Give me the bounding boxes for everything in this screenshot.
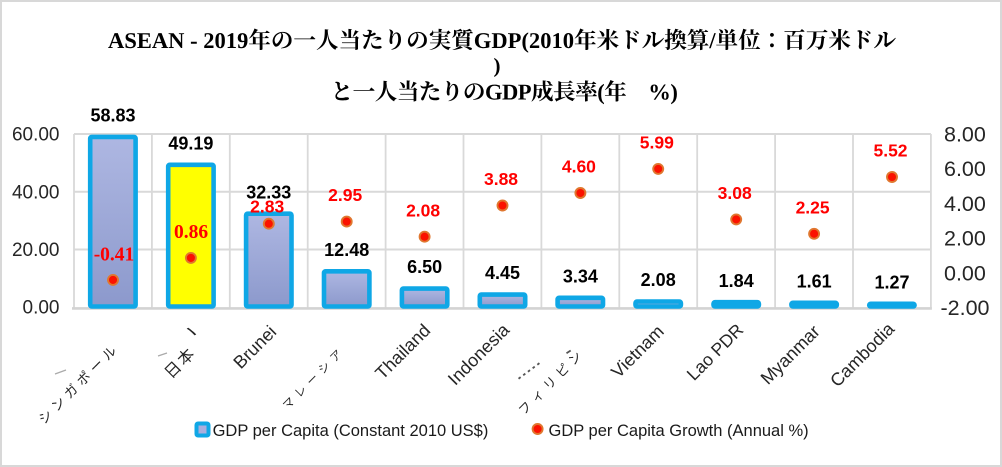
svg-text:4.45: 4.45: [485, 263, 520, 283]
svg-text:2.00: 2.00: [944, 227, 986, 251]
svg-text:4.00: 4.00: [944, 192, 986, 216]
svg-text:4.60: 4.60: [562, 157, 596, 177]
svg-text:6.50: 6.50: [407, 257, 442, 277]
svg-text:0.00: 0.00: [23, 298, 60, 319]
svg-text:2.25: 2.25: [796, 197, 830, 217]
svg-text:60.00: 60.00: [12, 125, 60, 146]
svg-text:5.99: 5.99: [640, 133, 674, 153]
svg-text:8.00: 8.00: [944, 123, 986, 147]
svg-text:-0.41: -0.41: [94, 245, 135, 266]
svg-text:1.61: 1.61: [797, 271, 832, 291]
svg-text:3.88: 3.88: [484, 169, 518, 189]
svg-text:2.08: 2.08: [406, 200, 440, 220]
svg-text:-2.00: -2.00: [941, 296, 990, 320]
svg-text:1.84: 1.84: [719, 271, 754, 291]
svg-text:3.08: 3.08: [718, 183, 752, 203]
svg-text:5.52: 5.52: [873, 141, 907, 161]
svg-text:3.34: 3.34: [563, 266, 598, 286]
svg-text:32.33: 32.33: [246, 182, 291, 202]
svg-text:58.83: 58.83: [90, 106, 135, 126]
svg-text:12.48: 12.48: [324, 240, 369, 260]
svg-text:6.00: 6.00: [944, 157, 986, 181]
svg-text:20.00: 20.00: [12, 240, 60, 261]
svg-text:2.83: 2.83: [250, 197, 284, 217]
svg-text:GDP per Capita Growth (Annual: GDP per Capita Growth (Annual %): [549, 422, 809, 440]
svg-text:0.86: 0.86: [174, 222, 208, 243]
svg-text:2.08: 2.08: [641, 270, 676, 290]
svg-text:1.27: 1.27: [874, 272, 909, 292]
svg-text:GDP per Capita (Constant 2010: GDP per Capita (Constant 2010 US$): [213, 422, 489, 440]
svg-text:0.00: 0.00: [944, 261, 986, 285]
svg-text:40.00: 40.00: [12, 182, 60, 203]
svg-text:2.95: 2.95: [328, 185, 362, 205]
svg-text:49.19: 49.19: [168, 133, 213, 153]
